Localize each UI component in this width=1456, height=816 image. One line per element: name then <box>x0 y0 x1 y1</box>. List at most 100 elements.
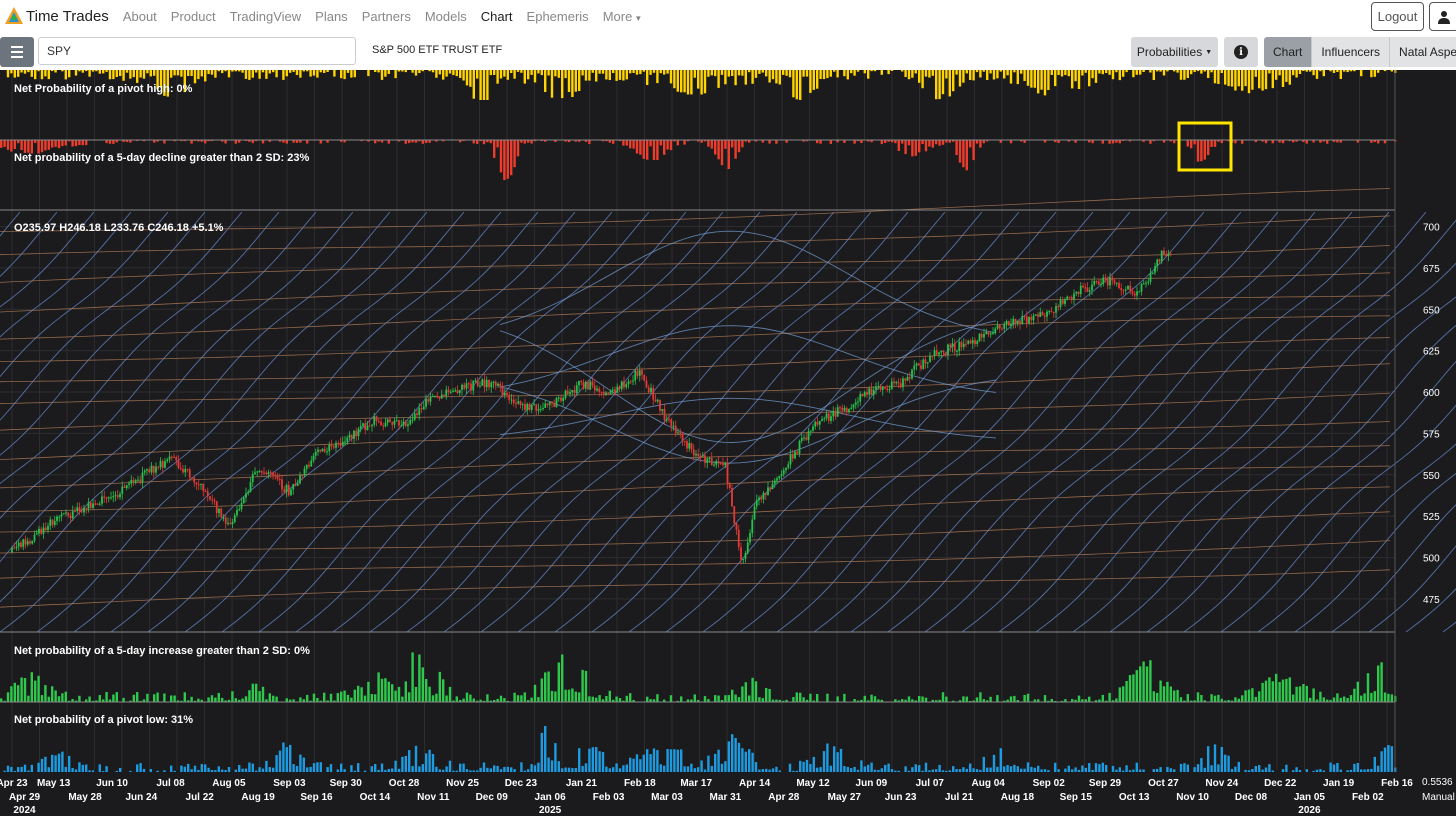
candle-body <box>218 508 220 513</box>
candle-body <box>517 401 520 404</box>
probability-bar <box>1196 692 1200 702</box>
user-menu-button[interactable] <box>1429 2 1456 31</box>
probability-bar <box>836 696 839 702</box>
probability-bar <box>972 700 975 702</box>
probability-bar <box>751 677 754 702</box>
candle-body <box>1019 320 1021 325</box>
x-tick-label: May 28 <box>68 792 102 803</box>
probability-bar <box>513 692 516 702</box>
pivot-low-bars <box>3 726 1397 772</box>
probability-bar <box>1169 686 1172 702</box>
tab-influencers[interactable]: Influencers <box>1312 37 1391 67</box>
nav-product[interactable]: Product <box>170 8 216 24</box>
nav-models[interactable]: Models <box>424 8 467 24</box>
probability-bar <box>435 693 438 702</box>
probability-bar <box>187 700 190 702</box>
hamburger-menu-button[interactable] <box>0 37 34 67</box>
candle-body <box>276 475 279 479</box>
probability-bar <box>258 767 261 772</box>
nav-tradingview[interactable]: TradingView <box>229 8 302 24</box>
x-tick-label: Dec 22 <box>1264 778 1297 789</box>
candle-body <box>197 484 200 486</box>
x-tick-label: Nov 10 <box>1176 792 1209 803</box>
candle-body <box>805 437 808 440</box>
probabilities-dropdown[interactable]: Probabilities ▼ <box>1131 37 1218 67</box>
probability-bar <box>1268 677 1271 702</box>
x-tick-label: Apr 28 <box>768 792 800 803</box>
nav-plans[interactable]: Plans <box>315 8 348 24</box>
probability-bar <box>408 750 411 772</box>
probability-bar <box>1016 70 1019 85</box>
probability-bar <box>1074 140 1077 143</box>
tab-chart[interactable]: Chart <box>1264 37 1313 67</box>
candle-body <box>1003 324 1006 329</box>
probability-bar <box>931 140 934 148</box>
probability-bar <box>785 699 788 702</box>
probability-bar <box>1118 767 1121 772</box>
probability-bar <box>445 766 448 772</box>
decline-label: Net probability of a 5-day decline great… <box>14 152 309 164</box>
probability-bar <box>173 140 176 142</box>
probability-bar <box>1081 699 1084 702</box>
probability-bar <box>142 70 146 79</box>
probability-bar <box>1247 770 1251 772</box>
candle-body <box>200 483 202 485</box>
probability-bar <box>1353 688 1356 702</box>
price-chart[interactable]: Net Probability of a pivot high: 0% Net … <box>0 70 1456 816</box>
nav-more[interactable]: More ▼ <box>603 9 643 24</box>
candle-body <box>1084 287 1087 289</box>
nav-ephemeris[interactable]: Ephemeris <box>526 8 589 24</box>
probability-bar <box>1173 140 1176 144</box>
candle-body <box>184 468 187 473</box>
probability-bar <box>1047 770 1050 772</box>
symbol-input[interactable] <box>38 37 356 65</box>
probability-bar <box>377 672 380 702</box>
cycle-line <box>628 211 1057 633</box>
tab-natal-aspects[interactable]: Natal Aspects <box>1390 37 1456 67</box>
probability-bar <box>605 140 608 142</box>
probability-bar <box>71 768 74 772</box>
candle-body <box>956 351 958 352</box>
probability-bar <box>173 70 176 76</box>
candle-body <box>1127 285 1129 290</box>
probability-bar <box>1125 765 1128 772</box>
candle-body <box>683 441 686 443</box>
probability-bar <box>856 140 860 142</box>
probability-bar <box>768 140 771 144</box>
probability-bar <box>142 768 146 772</box>
candle-body <box>128 483 130 485</box>
probability-bar <box>1023 695 1026 702</box>
nav-chart[interactable]: Chart <box>480 8 513 24</box>
probability-bar <box>870 140 873 143</box>
x-tick-label: Apr 29 <box>9 792 41 803</box>
probability-bar <box>571 688 574 702</box>
nav-about[interactable]: About <box>122 8 157 24</box>
cycle-line <box>1072 262 1456 633</box>
probability-bar <box>1230 70 1234 87</box>
probability-bar <box>581 669 584 702</box>
candle-body <box>618 386 621 390</box>
candle-body <box>544 403 547 408</box>
probability-bar <box>1183 700 1186 702</box>
probability-bar <box>870 762 873 772</box>
probability-bar <box>139 763 142 772</box>
candle-body <box>222 517 225 519</box>
probability-bar <box>632 758 635 772</box>
brand[interactable]: Time Trades <box>4 6 109 26</box>
probability-bar <box>499 70 503 79</box>
probability-bar <box>703 140 707 142</box>
probability-bar <box>914 70 917 74</box>
probability-bar <box>3 700 6 702</box>
candle-body <box>935 350 938 355</box>
probability-bar <box>1142 70 1145 72</box>
probability-bar <box>506 140 509 179</box>
probability-bar <box>1315 70 1319 79</box>
nav-partners[interactable]: Partners <box>361 8 411 24</box>
pivot-low-label: Net probability of a pivot low: 31% <box>14 714 193 726</box>
candle-body <box>659 399 661 411</box>
logout-button[interactable]: Logout <box>1371 2 1424 31</box>
probability-bar <box>1013 764 1016 772</box>
probability-bar <box>748 749 751 772</box>
probability-bar <box>938 764 941 772</box>
info-button[interactable]: i <box>1224 37 1258 67</box>
